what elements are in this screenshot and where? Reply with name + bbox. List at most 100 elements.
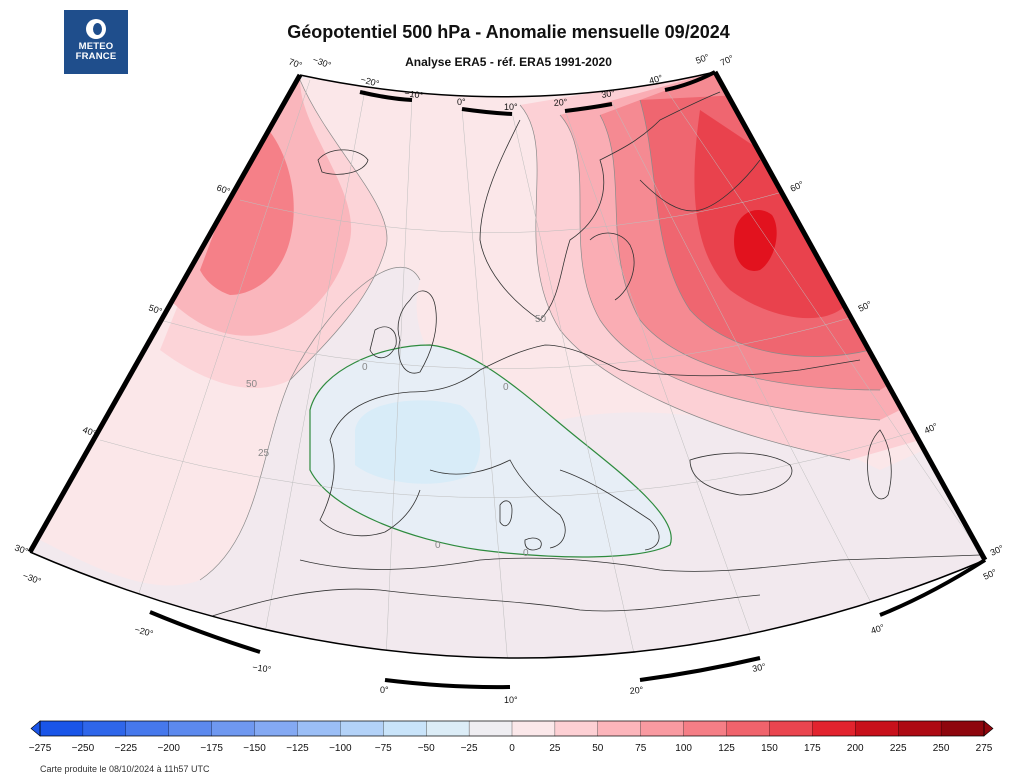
colorbar-tick-label: 50 bbox=[592, 743, 604, 754]
colorbar-tick-label: 200 bbox=[847, 743, 864, 754]
lon-top-m20: −20° bbox=[359, 74, 380, 89]
lat-right-50: 50° bbox=[857, 299, 874, 314]
lon-top-50: 50° bbox=[694, 52, 711, 66]
lon-bottom-10: 10° bbox=[504, 695, 518, 705]
lon-top-30: 30° bbox=[601, 88, 617, 100]
colorbar-tick-label: 225 bbox=[890, 743, 907, 754]
colorbar-cell bbox=[554, 720, 599, 737]
colorbar-tick-label: −125 bbox=[286, 743, 309, 754]
colorbar-cell bbox=[640, 720, 685, 737]
colorbar-tick-label: 100 bbox=[675, 743, 692, 754]
lon-bottom-0: 0° bbox=[380, 685, 389, 695]
lon-bottom-30: 30° bbox=[751, 661, 767, 674]
lat-left-60: 60° bbox=[215, 182, 232, 196]
coastlines bbox=[199, 91, 981, 621]
colorbar-tick-label: 75 bbox=[635, 743, 647, 754]
colorbar-cell bbox=[254, 720, 298, 737]
contour-label-50-west: 50 bbox=[246, 379, 258, 390]
colorbar-cell bbox=[812, 720, 856, 737]
colorbar-tick-label: 250 bbox=[933, 743, 950, 754]
colorbar-cell bbox=[769, 720, 813, 737]
lon-bottom-m20: −20° bbox=[133, 624, 154, 639]
colorbar-tick-label: −50 bbox=[418, 743, 435, 754]
lat-left-30: 30° bbox=[13, 542, 30, 556]
colorbar-tick-label: −250 bbox=[72, 743, 95, 754]
lat-left-70: 70° bbox=[287, 56, 304, 70]
anomaly-band-150-east bbox=[694, 110, 850, 319]
colorbar-tick-label: 25 bbox=[549, 743, 561, 754]
logo-line-2: FRANCE bbox=[75, 51, 117, 62]
zero-label-b: 0 bbox=[503, 382, 509, 393]
colorbar-cell bbox=[597, 720, 642, 737]
lon-bottom-50: 50° bbox=[982, 567, 999, 582]
zero-contour-labels: 0 0 0 0 bbox=[362, 362, 529, 559]
lon-bottom-m10: −10° bbox=[252, 662, 272, 675]
contour-label-50-north: 50 bbox=[535, 314, 547, 325]
lon-top-10: 10° bbox=[504, 102, 518, 112]
colorbar-tick-label: −100 bbox=[329, 743, 352, 754]
colorbar-cell bbox=[898, 720, 942, 737]
colorbar-cell bbox=[82, 720, 127, 737]
colorbar-tick-label: −200 bbox=[157, 743, 180, 754]
colorbar-cell bbox=[340, 720, 384, 737]
colorbar-cell bbox=[511, 720, 556, 737]
colorbar-tick-label: 275 bbox=[976, 743, 993, 754]
colorbar-cell bbox=[940, 720, 985, 737]
grid-labels: 70° 60° 50° 40° 30° 70° 60° 50° 40° 30° … bbox=[13, 52, 1005, 705]
colorbar-tick-label: −25 bbox=[461, 743, 478, 754]
zero-label-a: 0 bbox=[362, 362, 368, 373]
zero-label-d: 0 bbox=[523, 548, 529, 559]
colorbar-cell bbox=[39, 720, 84, 737]
graticule bbox=[99, 79, 985, 659]
colorbar-tick-label: 150 bbox=[761, 743, 778, 754]
lon-bottom-20: 20° bbox=[629, 685, 644, 696]
colorbar-ticks: −275 −250 −225 −200 −175 −150 −125 −100 −75 −50 −2… bbox=[29, 743, 993, 754]
anomaly-band-175-east bbox=[734, 210, 777, 271]
colorbar-arrow-right bbox=[983, 720, 994, 737]
map-title: Géopotentiel 500 hPa - Anomalie mensuell… bbox=[287, 22, 730, 42]
colorbar-cell bbox=[168, 720, 213, 737]
colorbar-tick-label: 0 bbox=[509, 743, 515, 754]
lat-right-30: 30° bbox=[989, 543, 1006, 558]
map-domain: 0 0 0 0 50 25 50 bbox=[27, 70, 988, 690]
colorbar-tick-label: −150 bbox=[243, 743, 266, 754]
colorbar-tick-label: −175 bbox=[200, 743, 223, 754]
lon-bottom-m30: −30° bbox=[21, 570, 43, 586]
colorbar-cells bbox=[39, 720, 985, 737]
colorbar-arrow-left bbox=[30, 720, 41, 737]
colorbar-cell bbox=[468, 720, 513, 737]
colorbar-cell bbox=[683, 720, 727, 737]
logo-line-1: METEO bbox=[78, 41, 114, 52]
colorbar-cell bbox=[426, 720, 470, 737]
anomaly-negative-region bbox=[309, 344, 672, 558]
anomaly-band-minus-25 bbox=[355, 400, 481, 484]
zero-label-c: 0 bbox=[435, 540, 441, 551]
anomaly-contour-labels: 50 25 50 bbox=[246, 314, 547, 459]
anomaly-band-100-west bbox=[200, 120, 294, 295]
colorbar-cell bbox=[726, 720, 770, 737]
colorbar-cell bbox=[211, 720, 255, 737]
colorbar-tick-label: −275 bbox=[29, 743, 52, 754]
production-note: Carte produite le 08/10/2024 à 11h57 UTC bbox=[40, 764, 210, 774]
meteo-france-mark-icon bbox=[86, 19, 106, 39]
map-subtitle: Analyse ERA5 - réf. ERA5 1991-2020 bbox=[405, 55, 612, 69]
meteo-france-logo: METEO FRANCE bbox=[64, 10, 128, 74]
colorbar-cell bbox=[297, 720, 341, 737]
lon-bottom-40: 40° bbox=[870, 622, 886, 636]
contour-label-25-west: 25 bbox=[258, 448, 270, 459]
lon-top-40: 40° bbox=[648, 73, 664, 86]
colorbar-frame bbox=[39, 720, 985, 737]
colorbar-tick-label: −225 bbox=[115, 743, 138, 754]
colorbar-tick-label: −75 bbox=[375, 743, 392, 754]
colorbar: −275 −250 −225 −200 −175 −150 −125 −100 −75 −50 −2… bbox=[29, 720, 994, 754]
colorbar-tick-label: 175 bbox=[804, 743, 821, 754]
colorbar-cell bbox=[125, 720, 170, 737]
lon-top-m10: −10° bbox=[404, 88, 424, 101]
colorbar-cell bbox=[855, 720, 899, 737]
lat-left-50: 50° bbox=[147, 302, 164, 316]
colorbar-cell bbox=[383, 720, 427, 737]
colorbar-tick-label: 125 bbox=[718, 743, 735, 754]
contour-lines bbox=[199, 79, 881, 581]
lon-top-0: 0° bbox=[457, 97, 466, 107]
